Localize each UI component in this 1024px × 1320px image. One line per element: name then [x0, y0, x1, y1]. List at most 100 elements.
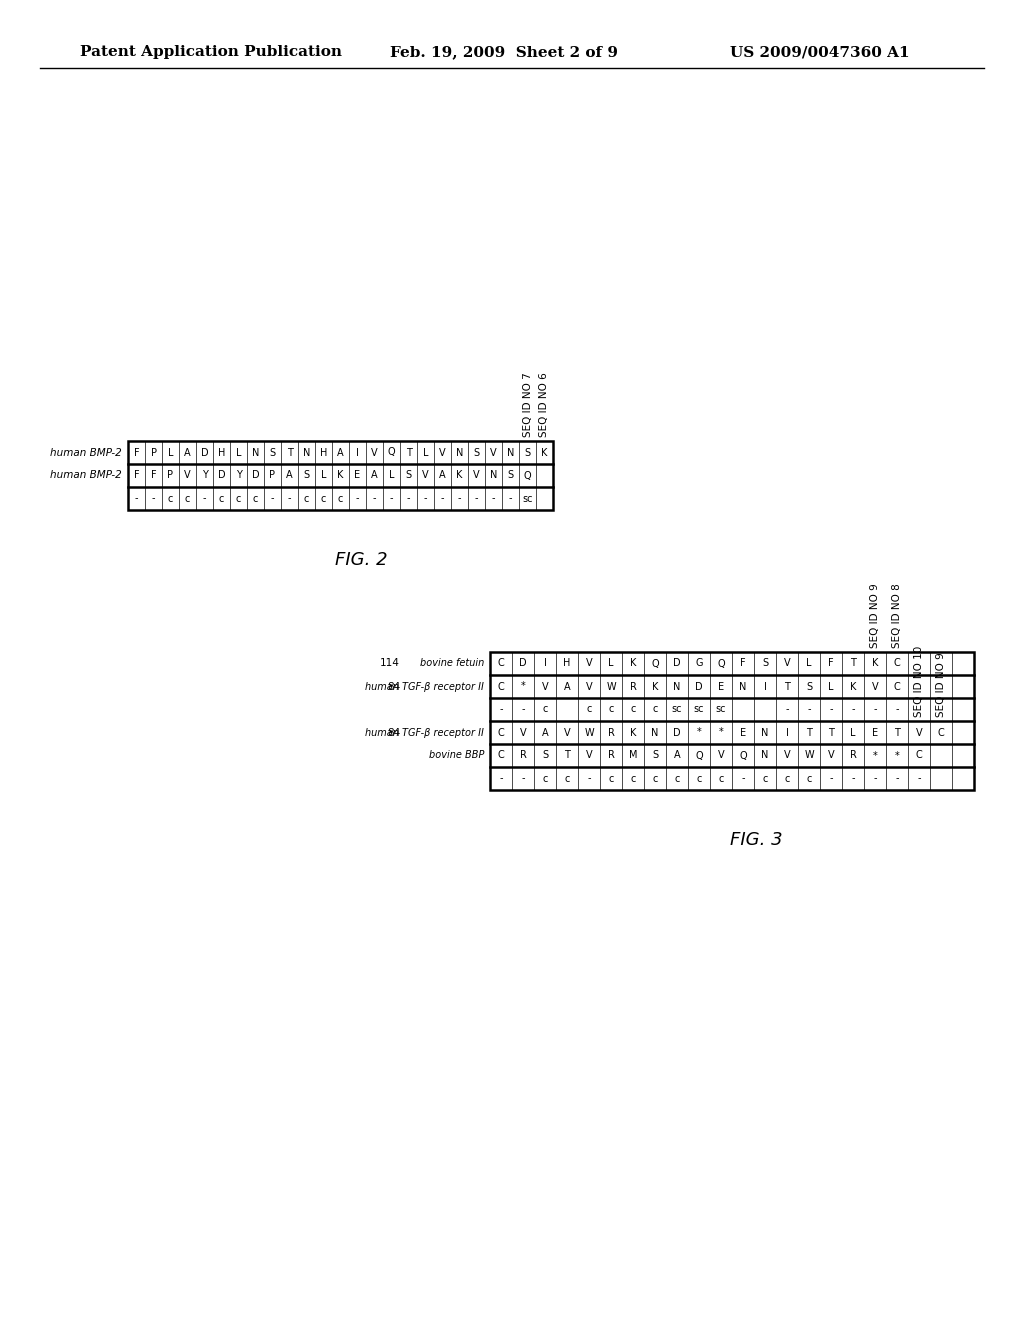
Bar: [952, 675, 974, 698]
Text: T: T: [806, 727, 812, 738]
Text: T: T: [287, 447, 293, 458]
Bar: [644, 721, 666, 744]
Text: S: S: [406, 470, 412, 480]
Bar: [886, 767, 908, 789]
Text: c: c: [253, 494, 258, 503]
Text: F: F: [828, 659, 834, 668]
Bar: [264, 441, 281, 465]
Text: c: c: [236, 494, 242, 503]
Text: N: N: [252, 447, 259, 458]
Text: N: N: [303, 447, 310, 458]
Bar: [400, 487, 417, 510]
Text: H: H: [319, 447, 328, 458]
Bar: [578, 744, 600, 767]
Bar: [710, 744, 732, 767]
Bar: [468, 465, 485, 487]
Text: c: c: [696, 774, 701, 784]
Bar: [600, 652, 622, 675]
Text: M: M: [629, 751, 637, 760]
Bar: [666, 675, 688, 698]
Bar: [315, 487, 332, 510]
Text: -: -: [873, 705, 877, 714]
Text: SEQ ID NO 10: SEQ ID NO 10: [914, 645, 924, 717]
Bar: [128, 441, 553, 510]
Text: A: A: [439, 470, 445, 480]
Text: C: C: [915, 751, 923, 760]
Text: S: S: [524, 447, 530, 458]
Bar: [519, 465, 536, 487]
Bar: [490, 744, 512, 767]
Text: -: -: [895, 705, 899, 714]
Text: 114: 114: [380, 659, 400, 668]
Bar: [688, 744, 710, 767]
Bar: [230, 441, 247, 465]
Bar: [754, 721, 776, 744]
Text: V: V: [871, 681, 879, 692]
Text: F: F: [134, 470, 139, 480]
Text: A: A: [674, 751, 680, 760]
Bar: [666, 698, 688, 721]
Text: K: K: [457, 470, 463, 480]
Bar: [666, 721, 688, 744]
Text: K: K: [871, 659, 879, 668]
Text: V: V: [422, 470, 429, 480]
Bar: [179, 441, 196, 465]
Text: D: D: [695, 681, 702, 692]
Bar: [383, 465, 400, 487]
Text: Q: Q: [739, 751, 746, 760]
Bar: [315, 465, 332, 487]
Bar: [230, 487, 247, 510]
Text: V: V: [783, 751, 791, 760]
Text: R: R: [850, 751, 856, 760]
Bar: [349, 441, 366, 465]
Bar: [485, 441, 502, 465]
Text: -: -: [741, 774, 744, 784]
Bar: [264, 465, 281, 487]
Text: c: c: [543, 774, 548, 784]
Text: c: c: [608, 705, 613, 714]
Bar: [485, 465, 502, 487]
Text: SEQ ID NO 7: SEQ ID NO 7: [522, 372, 532, 437]
Text: sc: sc: [693, 705, 705, 714]
Bar: [578, 675, 600, 698]
Bar: [688, 767, 710, 789]
Bar: [485, 487, 502, 510]
Text: N: N: [507, 447, 514, 458]
Bar: [908, 767, 930, 789]
Bar: [332, 465, 349, 487]
Text: T: T: [564, 751, 570, 760]
Text: W: W: [606, 681, 615, 692]
Text: A: A: [542, 727, 548, 738]
Text: c: c: [543, 705, 548, 714]
Bar: [556, 652, 578, 675]
Text: D: D: [673, 659, 681, 668]
Text: C: C: [498, 727, 505, 738]
Text: H: H: [563, 659, 570, 668]
Bar: [644, 675, 666, 698]
Text: -: -: [424, 494, 427, 503]
Bar: [864, 698, 886, 721]
Bar: [349, 465, 366, 487]
Bar: [196, 465, 213, 487]
Text: SEQ ID NO 9: SEQ ID NO 9: [936, 652, 946, 717]
Text: SEQ ID NO 6: SEQ ID NO 6: [540, 372, 550, 437]
Text: V: V: [783, 659, 791, 668]
Bar: [417, 487, 434, 510]
Bar: [930, 744, 952, 767]
Text: I: I: [544, 659, 547, 668]
Text: -: -: [807, 705, 811, 714]
Bar: [179, 487, 196, 510]
Bar: [468, 441, 485, 465]
Text: -: -: [587, 774, 591, 784]
Bar: [247, 487, 264, 510]
Bar: [128, 441, 145, 465]
Text: *: *: [895, 751, 899, 760]
Text: V: V: [915, 727, 923, 738]
Text: F: F: [151, 470, 157, 480]
Bar: [534, 675, 556, 698]
Bar: [298, 487, 315, 510]
Bar: [864, 721, 886, 744]
Text: V: V: [563, 727, 570, 738]
Bar: [534, 698, 556, 721]
Bar: [622, 675, 644, 698]
